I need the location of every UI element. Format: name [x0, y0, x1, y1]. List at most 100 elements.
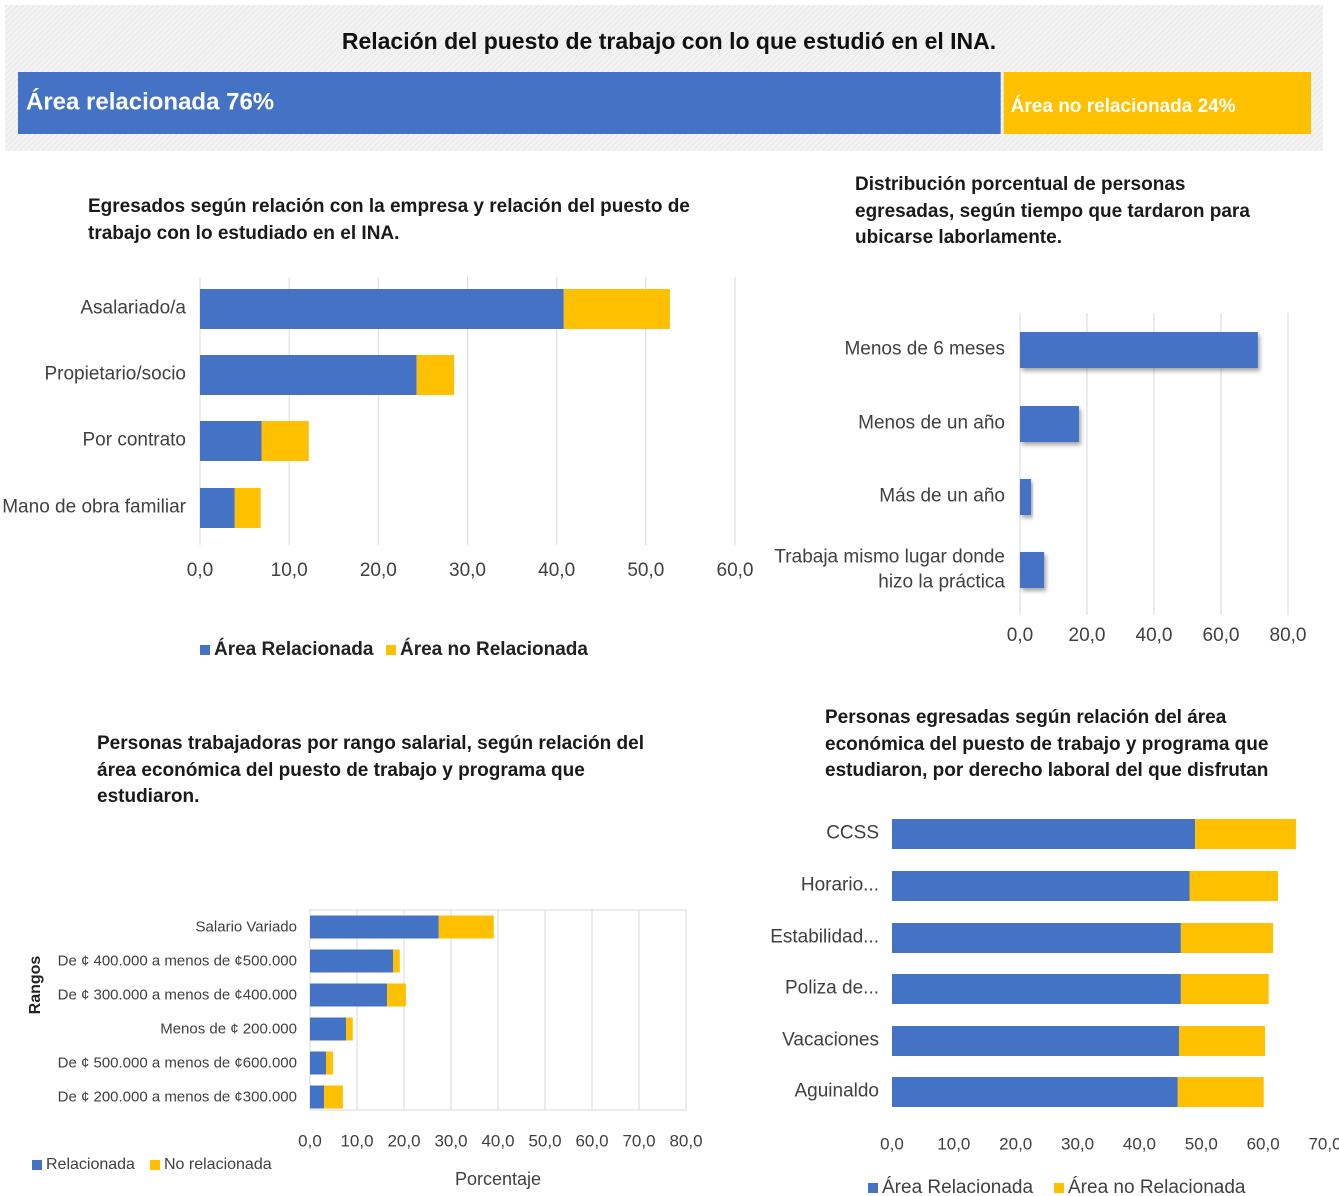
bar-segment [310, 915, 439, 939]
bar-segment [1180, 974, 1269, 1004]
bar-segment [261, 421, 309, 461]
bar-segment [310, 1085, 325, 1109]
legend-swatch [1054, 1183, 1064, 1193]
legend-label: Área no Relacionada [1068, 1177, 1246, 1196]
chart-title: Egresados según relación con la empresa … [88, 196, 690, 244]
x-tick-label: 30,0 [1061, 1134, 1094, 1153]
legend-swatch [868, 1183, 878, 1193]
bar-segment [310, 983, 388, 1007]
bar-segment [892, 1026, 1180, 1056]
x-tick-label: 20,0 [1069, 625, 1106, 646]
bar-segment [324, 1085, 343, 1109]
chart-title: Personas trabajadoras por rango salarial… [97, 733, 644, 808]
x-tick-label: 20,0 [360, 560, 397, 581]
category-label: Horario... [800, 874, 879, 896]
x-tick-label: 10,0 [271, 560, 308, 581]
bar-segment [1177, 1077, 1264, 1107]
bar-segment [325, 1051, 334, 1075]
category-label: De ¢ 400.000 a menos de ¢500.000 [57, 952, 297, 970]
bar-segment [1195, 819, 1296, 849]
bar-segment [892, 974, 1181, 1004]
bar-segment [1189, 871, 1278, 901]
bar-segment [310, 949, 394, 973]
x-tick-label: 30,0 [449, 560, 486, 581]
x-tick-label: 30,0 [434, 1131, 467, 1150]
bar-segment [393, 949, 400, 973]
chart-title: Distribución porcentual de personas egre… [855, 174, 1250, 249]
bar-segment [563, 289, 670, 329]
bar-segment [200, 488, 235, 528]
category-label: Propietario/socio [44, 363, 186, 385]
category-label: De ¢ 500.000 a menos de ¢600.000 [57, 1054, 297, 1072]
y-axis-label: Rangos [27, 956, 44, 1015]
x-tick-label: 20,0 [387, 1131, 420, 1150]
banner-title: Relación del puesto de trabajo con lo qu… [342, 28, 996, 54]
bar [1020, 332, 1258, 368]
category-label: Menos de un año [858, 412, 1005, 434]
x-tick-label: 0,0 [298, 1131, 322, 1150]
bar-segment [346, 1017, 353, 1041]
x-tick-label: 50,0 [528, 1131, 561, 1150]
share-label: Área relacionada 76% [26, 87, 274, 115]
share-segment [1003, 72, 1311, 134]
bar-segment [234, 488, 261, 528]
bar-segment [200, 289, 564, 329]
x-tick-label: 60,0 [575, 1131, 608, 1150]
legend-swatch [150, 1160, 160, 1170]
bar-segment [892, 871, 1190, 901]
x-tick-label: 60,0 [1203, 625, 1240, 646]
bar-segment [387, 983, 406, 1007]
x-tick-label: 80,0 [1270, 625, 1307, 646]
x-tick-label: 10,0 [937, 1134, 970, 1153]
bar [1020, 406, 1079, 442]
category-label: Asalariado/a [80, 297, 186, 319]
bar-segment [310, 1051, 326, 1075]
bar-segment [1179, 1026, 1265, 1056]
category-label: Menos de 6 meses [844, 338, 1005, 360]
category-label: Mano de obra familiar [2, 496, 186, 518]
bar-segment [892, 923, 1181, 953]
x-tick-label: 0,0 [1007, 625, 1033, 646]
x-tick-label: 70,0 [1308, 1134, 1339, 1153]
x-tick-label: 20,0 [999, 1134, 1032, 1153]
x-tick-label: 80,0 [669, 1131, 702, 1150]
category-label: Poliza de... [785, 977, 879, 999]
legend-label: No relacionada [164, 1156, 272, 1173]
category-label: Vacaciones [782, 1029, 879, 1051]
category-label: De ¢ 200.000 a menos de ¢300.000 [57, 1088, 297, 1106]
chart-title: Personas egresadas según relación del ár… [825, 707, 1269, 782]
category-label: Menos de ¢ 200.000 [160, 1020, 297, 1038]
bar-segment [892, 819, 1196, 849]
legend-label: Área Relacionada [214, 638, 374, 660]
x-tick-label: 40,0 [1136, 625, 1173, 646]
x-tick-label: 0,0 [187, 560, 213, 581]
x-tick-label: 70,0 [622, 1131, 655, 1150]
legend-swatch [200, 645, 210, 655]
category-label: Trabaja mismo lugar donde hizo la prácti… [774, 546, 1005, 592]
bar-segment [200, 355, 417, 395]
bar-segment [310, 1017, 347, 1041]
legend-label: Área no Relacionada [400, 638, 588, 660]
x-axis-label: Porcentaje [455, 1169, 541, 1189]
category-label: Por contrato [82, 429, 187, 451]
bar-segment [1180, 923, 1274, 953]
bar-segment [892, 1077, 1178, 1107]
bar [1020, 479, 1032, 515]
x-tick-label: 10,0 [340, 1131, 373, 1150]
share-label: Área no relacionada 24% [1011, 95, 1236, 117]
x-tick-label: 40,0 [538, 560, 575, 581]
category-label: Más de un año [879, 485, 1005, 507]
legend-swatch [32, 1160, 42, 1170]
bar [1020, 552, 1045, 588]
x-tick-label: 50,0 [1185, 1134, 1218, 1153]
legend-label: Área Relacionada [882, 1177, 1033, 1196]
bar-segment [438, 915, 494, 939]
x-tick-label: 0,0 [880, 1134, 904, 1153]
x-tick-label: 60,0 [1247, 1134, 1280, 1153]
x-tick-label: 60,0 [717, 560, 754, 581]
legend-swatch [386, 645, 396, 655]
x-tick-label: 50,0 [627, 560, 664, 581]
bar-segment [200, 421, 262, 461]
